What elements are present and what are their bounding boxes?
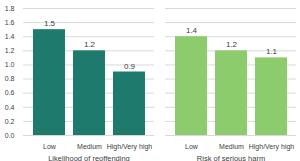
svg-text:High/Very high: High/Very high (249, 143, 295, 151)
svg-text:0.0: 0.0 (5, 132, 15, 139)
svg-text:1.2: 1.2 (84, 40, 96, 49)
svg-text:Risk of serious harm: Risk of serious harm (197, 154, 265, 161)
svg-text:1.4: 1.4 (5, 33, 15, 40)
svg-text:1.6: 1.6 (5, 19, 15, 26)
svg-text:Medium: Medium (77, 143, 102, 150)
svg-text:0.2: 0.2 (5, 118, 15, 125)
svg-text:1.4: 1.4 (186, 26, 198, 35)
svg-text:0.8: 0.8 (5, 75, 15, 82)
svg-text:0.4: 0.4 (5, 104, 15, 111)
svg-text:High/Very high: High/Very high (107, 143, 153, 151)
svg-text:1.2: 1.2 (5, 47, 15, 54)
svg-text:1.2: 1.2 (226, 40, 238, 49)
svg-text:Medium: Medium (219, 143, 244, 150)
svg-text:1.8: 1.8 (5, 5, 15, 12)
svg-text:0.6: 0.6 (5, 89, 15, 96)
svg-text:1.1: 1.1 (266, 47, 278, 56)
svg-text:Likelihood of reoffending: Likelihood of reoffending (48, 154, 130, 161)
svg-text:1.5: 1.5 (44, 19, 56, 28)
svg-text:1.0: 1.0 (5, 61, 15, 68)
svg-text:0.9: 0.9 (124, 62, 136, 71)
svg-text:Low: Low (185, 143, 199, 150)
svg-text:Low: Low (43, 143, 57, 150)
